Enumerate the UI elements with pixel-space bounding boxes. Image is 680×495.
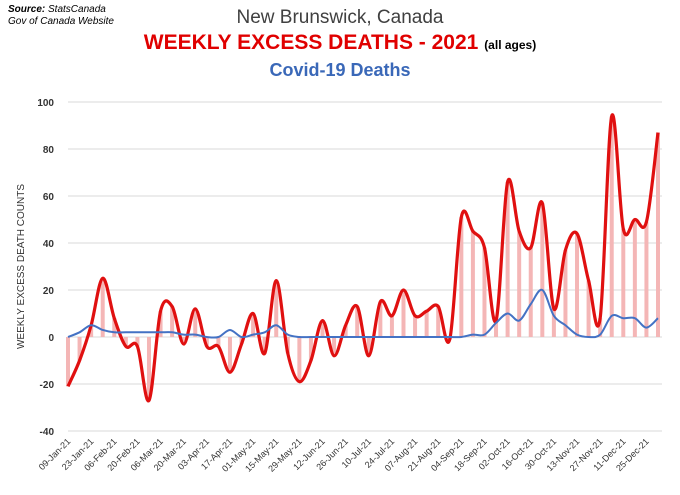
excess-bar bbox=[216, 337, 221, 347]
excess-bar bbox=[413, 315, 418, 337]
excess-bar bbox=[308, 337, 313, 361]
y-tick-label: 40 bbox=[43, 239, 55, 250]
excess-bar bbox=[181, 337, 186, 345]
excess-bar bbox=[355, 306, 360, 337]
y-tick-label: 100 bbox=[37, 98, 54, 109]
excess-bar bbox=[227, 337, 232, 373]
chart-subtitle-note: (all ages) bbox=[484, 38, 537, 52]
excess-bar bbox=[123, 337, 128, 347]
excess-bar bbox=[494, 320, 499, 337]
x-tick-labels: 09-Jan-2123-Jan-2106-Feb-2120-Feb-2106-M… bbox=[37, 436, 651, 473]
excess-bar bbox=[366, 337, 371, 356]
y-tick-label: 60 bbox=[43, 192, 55, 203]
excess-bar bbox=[262, 337, 267, 354]
excess-bar bbox=[332, 337, 337, 356]
source-line2: Gov of Canada Website bbox=[8, 16, 114, 27]
y-tick-label: 20 bbox=[43, 286, 55, 297]
chart-subtitle: WEEKLY EXCESS DEATHS - 2021 (all ages) bbox=[0, 30, 680, 58]
excess-bar bbox=[517, 231, 522, 337]
excess-bar bbox=[158, 311, 163, 337]
excess-bar bbox=[77, 337, 82, 361]
excess-bar bbox=[656, 132, 660, 337]
y-tick-label: 80 bbox=[43, 145, 55, 156]
y-tick-label: -20 bbox=[40, 380, 55, 391]
excess-bar bbox=[632, 219, 637, 337]
chart-subtitle-covid: Covid-19 Deaths bbox=[269, 60, 411, 80]
excess-bar bbox=[540, 203, 545, 337]
excess-bar bbox=[470, 231, 475, 337]
excess-bar bbox=[193, 308, 198, 337]
excess-bar bbox=[598, 318, 603, 337]
chart-title: New Brunswick, Canada bbox=[236, 7, 444, 28]
y-tick-labels: -40 -20 0 20 40 60 80 100 bbox=[37, 98, 54, 438]
excess-bar bbox=[621, 228, 626, 337]
excess-bar bbox=[482, 247, 487, 337]
series-lines bbox=[66, 113, 660, 403]
excess-bar bbox=[320, 320, 325, 337]
excess-bar bbox=[343, 325, 348, 337]
excess-bar bbox=[505, 181, 510, 337]
excess-deaths-line bbox=[66, 113, 660, 403]
excess-bar bbox=[251, 313, 256, 337]
y-axis-label: WEEKLY EXCESS DEATH COUNTS bbox=[16, 184, 27, 349]
excess-bars bbox=[66, 116, 660, 401]
excess-bar bbox=[644, 221, 649, 337]
excess-bar bbox=[274, 280, 279, 337]
grid-lines bbox=[68, 101, 662, 432]
excess-bar bbox=[135, 337, 140, 347]
excess-bar bbox=[424, 311, 429, 337]
excess-bar bbox=[146, 337, 151, 401]
excess-bar bbox=[609, 116, 614, 337]
excess-bar bbox=[563, 250, 568, 337]
excess-bar bbox=[575, 233, 580, 337]
excess-bar bbox=[436, 306, 441, 337]
excess-bar bbox=[89, 325, 94, 337]
excess-bar bbox=[170, 306, 175, 337]
source-note: Source: StatsCanada Gov of Canada Websit… bbox=[8, 4, 114, 28]
excess-bar bbox=[459, 217, 464, 337]
excess-bar bbox=[100, 278, 105, 337]
excess-bar bbox=[66, 337, 70, 387]
y-tick-label: 0 bbox=[48, 333, 54, 344]
excess-bar bbox=[551, 308, 556, 337]
covid-deaths-line bbox=[67, 288, 659, 339]
excess-bar bbox=[586, 280, 591, 337]
excess-bar bbox=[401, 290, 406, 337]
excess-bar bbox=[528, 247, 533, 337]
source-line1: StatsCanada bbox=[48, 4, 106, 15]
excess-bar bbox=[112, 318, 117, 337]
excess-bar bbox=[297, 337, 302, 382]
excess-bar bbox=[378, 301, 383, 337]
y-tick-label: -40 bbox=[40, 427, 55, 438]
excess-bar bbox=[389, 315, 394, 337]
source-label: Source: bbox=[8, 4, 46, 15]
excess-bar bbox=[204, 337, 209, 347]
chart-titles: New Brunswick, Canada WEEKLY EXCESS DEAT… bbox=[0, 6, 680, 82]
chart-subtitle-main: WEEKLY EXCESS DEATHS - 2021 bbox=[143, 31, 479, 54]
